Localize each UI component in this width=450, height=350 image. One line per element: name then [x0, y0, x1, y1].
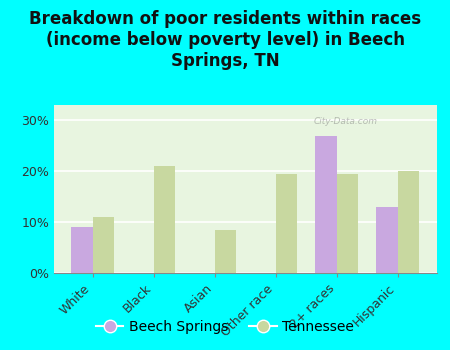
Legend: Beech Springs, Tennessee: Beech Springs, Tennessee: [90, 314, 360, 340]
Text: City-Data.com: City-Data.com: [314, 117, 378, 126]
Bar: [154, 166, 175, 273]
Bar: [215, 230, 236, 273]
Bar: [72, 227, 93, 273]
Text: Breakdown of poor residents within races
(income below poverty level) in Beech
S: Breakdown of poor residents within races…: [29, 10, 421, 70]
Bar: [398, 171, 419, 273]
Bar: [376, 207, 398, 273]
Bar: [276, 174, 297, 273]
Bar: [93, 217, 114, 273]
Bar: [315, 135, 337, 273]
Bar: [337, 174, 358, 273]
